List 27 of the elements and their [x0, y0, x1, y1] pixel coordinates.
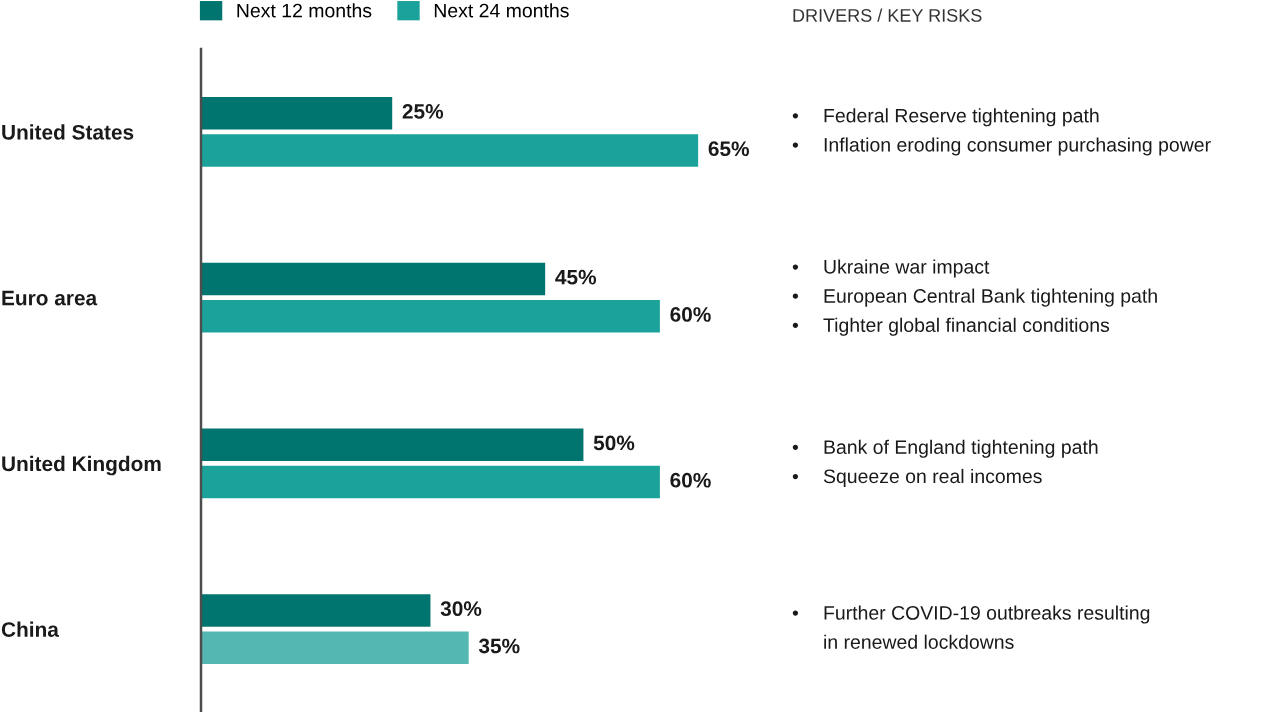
legend-label: Next 24 months — [434, 3, 569, 18]
bar — [201, 300, 660, 333]
y-tick-label: United States — [2, 124, 134, 140]
bar — [201, 465, 660, 499]
bar — [201, 594, 431, 627]
data-label: 35% — [478, 638, 520, 654]
data-label: 60% — [670, 472, 711, 488]
text: DRIVERS / KEY RISKS — [793, 8, 982, 22]
text: • Federal Reserve tightening path • Inflation eroding consumer purchasing power — [792, 108, 1211, 156]
data-label: 50% — [593, 435, 635, 451]
text: • Further COVID-19 outbreaks resulting in renewed lockdowns — [792, 605, 1150, 649]
data-label: 45% — [555, 269, 597, 285]
bar — [201, 631, 469, 664]
y-tick-label: United Kingdom — [2, 455, 161, 476]
text: • Bank of England tightening path • Squeeze on real incomes — [792, 439, 1098, 488]
data-label: 65% — [708, 141, 750, 157]
data-label: 60% — [670, 307, 711, 322]
bar — [201, 428, 584, 461]
bar — [201, 262, 546, 296]
legend-label: Next 12 months — [237, 3, 372, 18]
data-label: 30% — [440, 601, 482, 617]
data-label: 25% — [402, 104, 444, 119]
text: • Ukraine war impact • European Central Bank tightening path • Tighter global financial conditions — [792, 259, 1157, 336]
y-tick-label: China — [1, 621, 59, 637]
y-tick-label: Euro area — [2, 290, 98, 306]
bar — [201, 134, 699, 167]
bar — [201, 97, 393, 130]
